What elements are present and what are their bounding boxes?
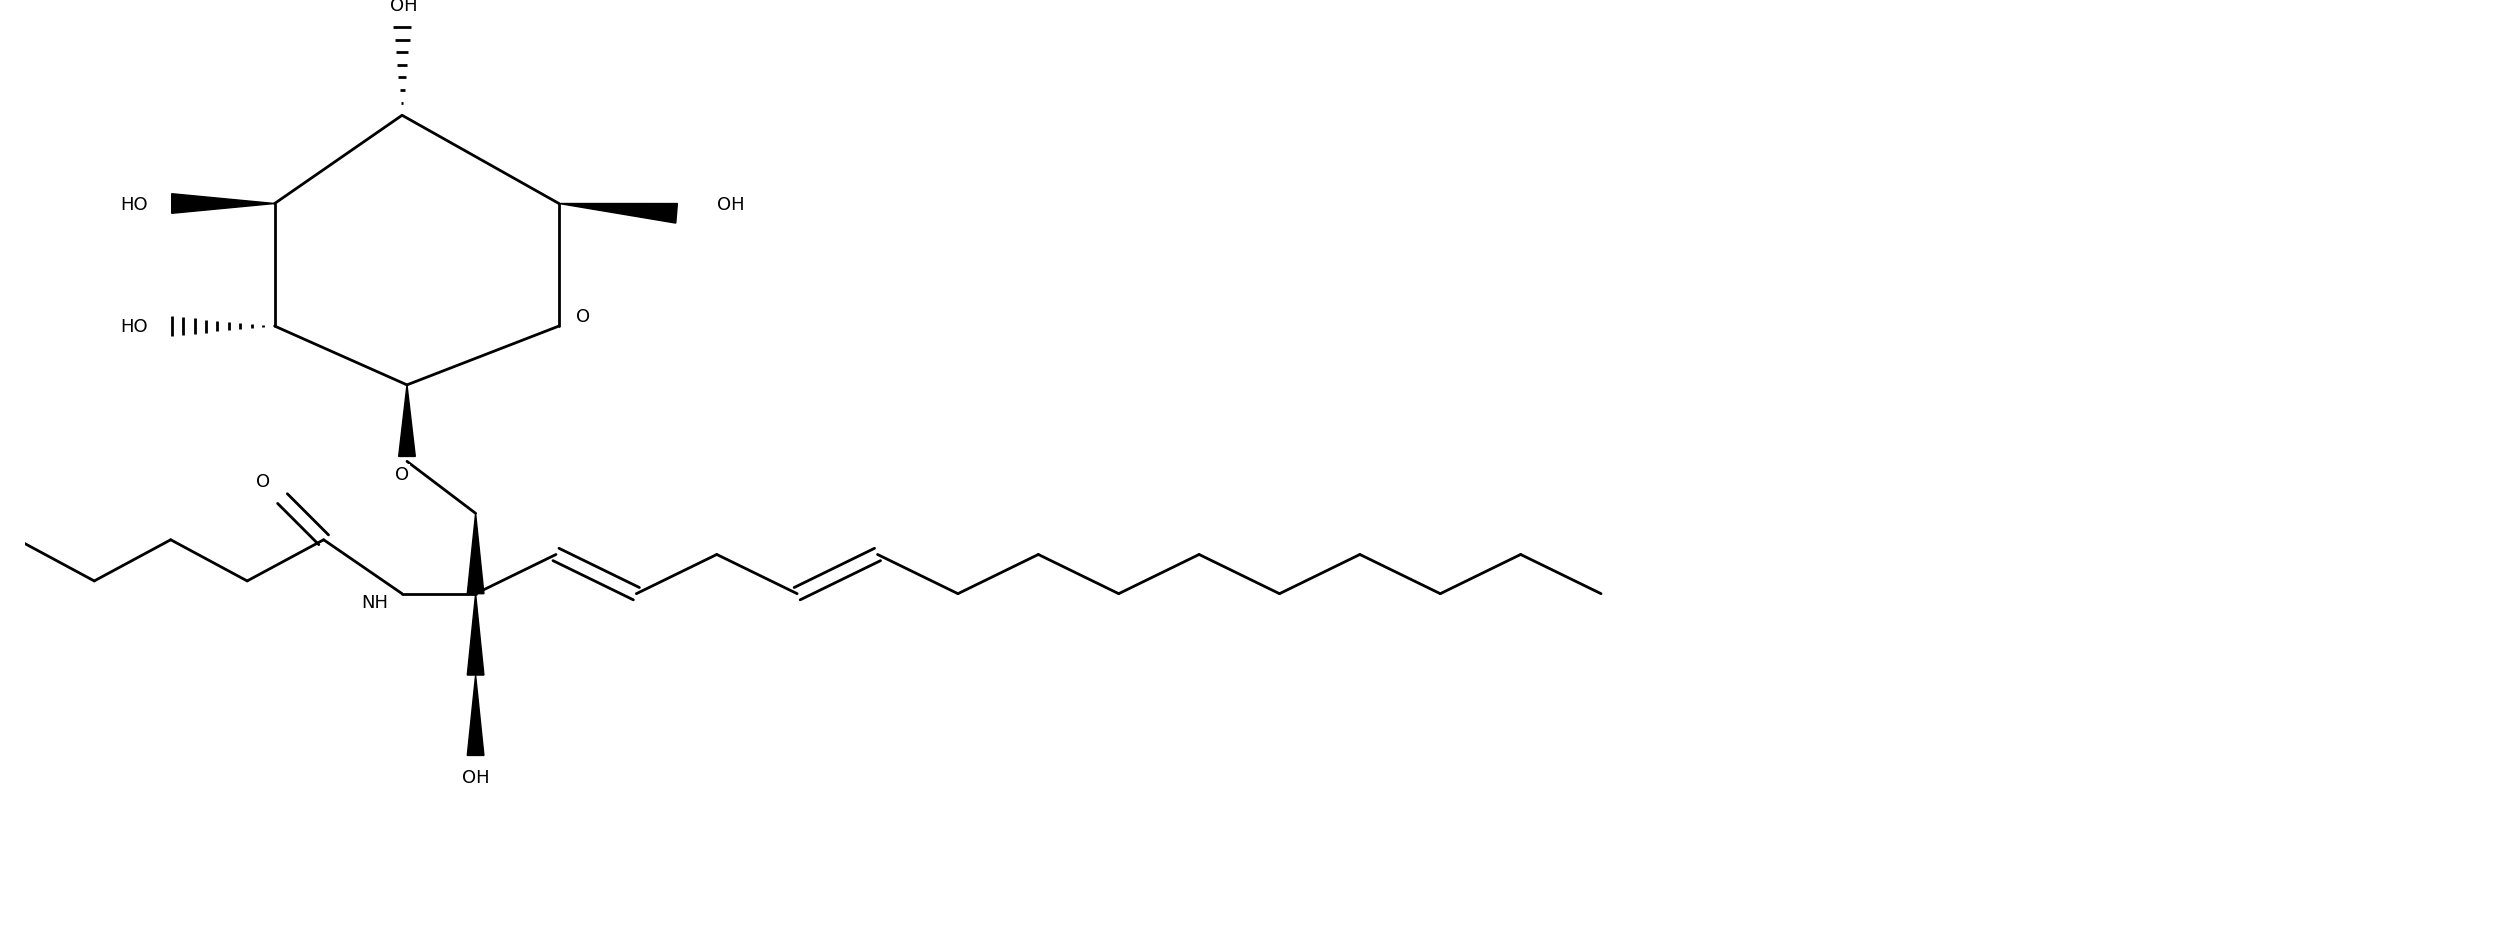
Text: OH: OH xyxy=(391,0,419,16)
Polygon shape xyxy=(466,594,484,676)
Polygon shape xyxy=(171,195,276,214)
Polygon shape xyxy=(466,514,484,594)
Text: OH: OH xyxy=(461,768,489,786)
Polygon shape xyxy=(559,204,677,223)
Text: O: O xyxy=(396,465,409,484)
Text: O: O xyxy=(256,473,271,490)
Text: NH: NH xyxy=(361,593,389,611)
Polygon shape xyxy=(399,386,416,457)
Polygon shape xyxy=(466,676,484,756)
Text: HO: HO xyxy=(120,196,148,213)
Text: OH: OH xyxy=(717,196,745,213)
Text: O: O xyxy=(577,308,589,326)
Text: HO: HO xyxy=(120,318,148,336)
